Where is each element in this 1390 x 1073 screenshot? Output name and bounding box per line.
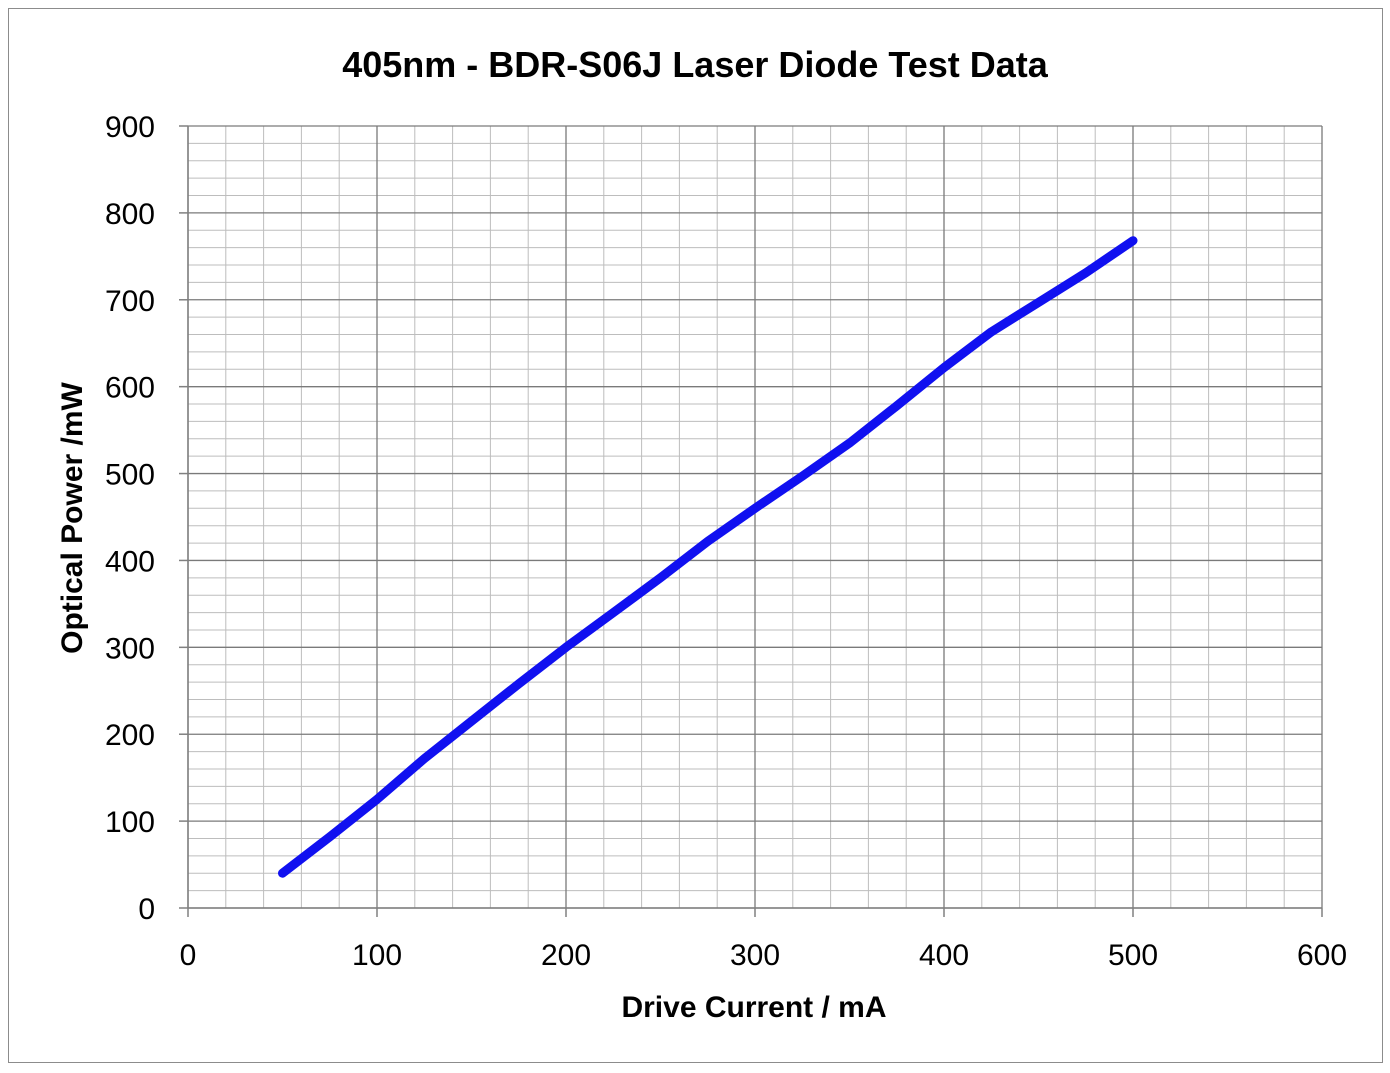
x-axis-title: Drive Current / mA bbox=[621, 991, 886, 1024]
series-line-0 bbox=[278, 236, 1138, 878]
x-tick-label: 500 bbox=[1108, 939, 1158, 972]
y-tick-label: 500 bbox=[105, 459, 155, 492]
x-tick-label: 600 bbox=[1297, 939, 1347, 972]
y-tick-label: 100 bbox=[105, 806, 155, 839]
y-tick-label: 600 bbox=[105, 372, 155, 405]
grid bbox=[187, 125, 1323, 909]
tick-labels: 0 100 200 300 400 500 600 0 100 200 300 400 500 600 70… bbox=[105, 111, 1347, 972]
x-tick-label: 200 bbox=[541, 939, 591, 972]
y-tick-label: 900 bbox=[105, 111, 155, 144]
y-tick-label: 300 bbox=[105, 632, 155, 665]
axes bbox=[179, 125, 1323, 917]
chart-title: 405nm - BDR-S06J Laser Diode Test Data bbox=[342, 44, 1049, 85]
x-tick-label: 300 bbox=[730, 939, 780, 972]
y-tick-label: 400 bbox=[105, 545, 155, 578]
y-axis-title: Optical Power /mW bbox=[56, 381, 89, 653]
y-tick-label: 200 bbox=[105, 719, 155, 752]
x-tick-label: 100 bbox=[352, 939, 402, 972]
y-tick-label: 0 bbox=[138, 893, 155, 926]
y-tick-label: 800 bbox=[105, 198, 155, 231]
x-tick-label: 400 bbox=[919, 939, 969, 972]
y-tick-label: 700 bbox=[105, 285, 155, 318]
x-tick-label: 0 bbox=[180, 939, 197, 972]
series-layer bbox=[278, 236, 1138, 878]
